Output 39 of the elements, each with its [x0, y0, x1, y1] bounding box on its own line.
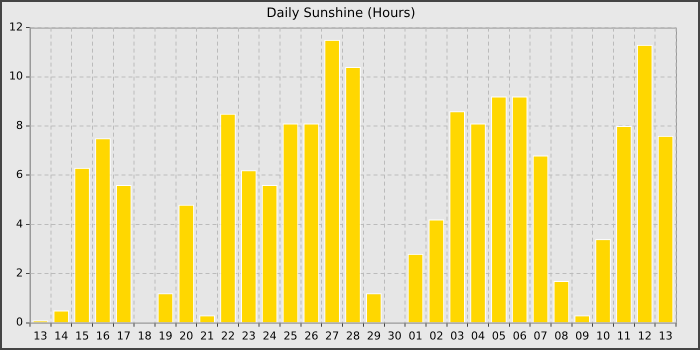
y-tick-label: 2: [16, 266, 23, 280]
y-tick-label: 12: [8, 20, 23, 34]
x-tick-label: 19: [158, 329, 172, 342]
x-tick-label: 24: [262, 329, 277, 342]
x-tick-label: 14: [54, 329, 68, 342]
x-tick-label: 15: [75, 329, 90, 342]
x-tick-label: 08: [554, 329, 568, 342]
x-tick-label: 06: [512, 329, 527, 342]
x-tick-label: 30: [388, 329, 402, 342]
x-tick-label: 17: [116, 329, 131, 342]
x-tick-label: 07: [534, 329, 548, 342]
x-tick-label: 10: [596, 329, 610, 342]
x-tick-label: 18: [138, 329, 152, 342]
x-tick-label: 21: [200, 329, 214, 342]
x-tick-label: 01: [408, 329, 423, 342]
x-tick-label: 12: [638, 329, 652, 342]
y-tick-label: 6: [16, 168, 23, 182]
x-tick-label: 20: [179, 329, 194, 342]
chart-title: Daily Sunshine (Hours): [266, 6, 416, 22]
x-tick-label: 09: [575, 329, 590, 342]
x-tick-label: 27: [325, 329, 340, 342]
x-tick-label: 26: [304, 329, 318, 342]
y-tick-label: 0: [16, 316, 23, 329]
x-tick-label: 02: [429, 329, 444, 342]
y-tick-label: 10: [8, 70, 23, 83]
x-tick-label: 04: [471, 329, 486, 342]
x-tick-label: 03: [450, 329, 464, 342]
x-tick-label: 22: [220, 329, 235, 342]
y-tick-label: 8: [16, 118, 23, 132]
x-tick-label: 11: [616, 329, 631, 342]
x-tick-label: 28: [346, 329, 360, 342]
x-tick-label: 13: [33, 329, 48, 342]
x-tick-label: 13: [658, 329, 673, 342]
x-tick-label: 23: [242, 329, 256, 342]
y-tick-label: 4: [16, 217, 23, 230]
x-tick-label: 05: [492, 329, 506, 342]
x-tick-label: 16: [96, 329, 110, 342]
x-tick-label: 29: [366, 329, 381, 342]
x-tick-label: 25: [283, 329, 298, 342]
